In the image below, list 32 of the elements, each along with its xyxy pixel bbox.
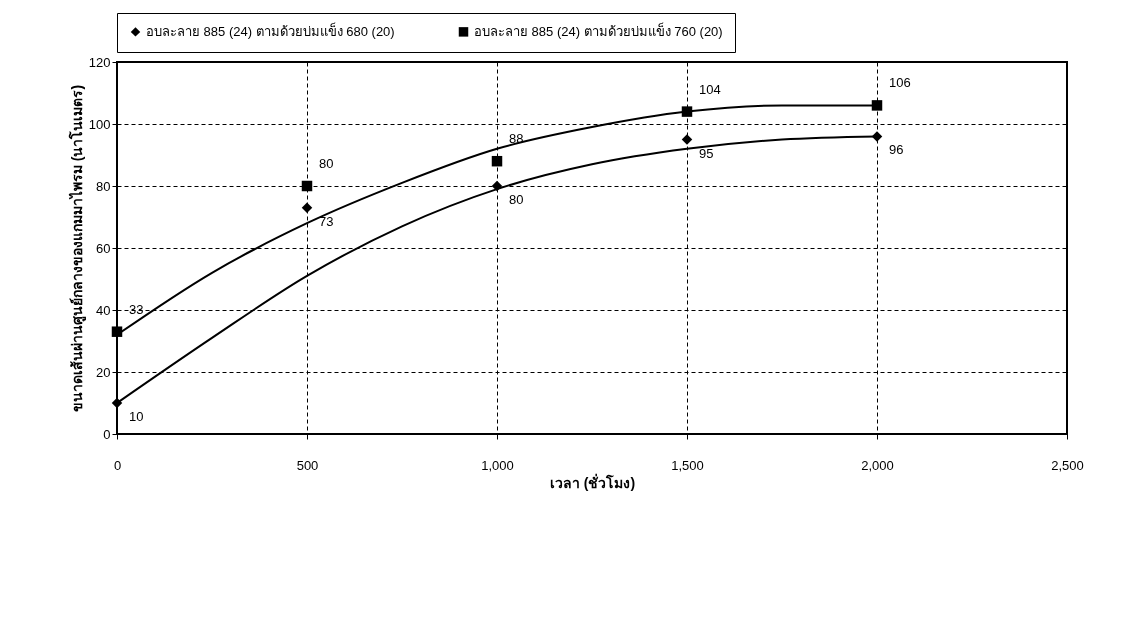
x-tick-label: 0 — [113, 457, 122, 473]
y-tick-label: 60 — [96, 240, 111, 256]
x-tick-label: 1,000 — [481, 457, 514, 473]
x-tick-label: 2,500 — [1051, 457, 1084, 473]
y-axis-title: ขนาดเส้นผ่านศูนย์กลางของแกมมาไพรม (นาโนเมตร) — [67, 84, 86, 413]
data-label: 95 — [699, 145, 714, 161]
y-tick-label: 80 — [96, 178, 111, 194]
point — [681, 134, 693, 145]
x-tick-label: 500 — [296, 457, 319, 473]
data-label: 104 — [699, 81, 721, 97]
y-tick-label: 120 — [88, 54, 111, 70]
data-label: 80 — [509, 192, 524, 207]
data-label: 96 — [889, 142, 904, 158]
point — [111, 397, 123, 409]
data-label: 73 — [319, 213, 334, 229]
y-tick-label: 20 — [96, 364, 111, 380]
x-tick-label: 1,500 — [671, 457, 704, 473]
point — [871, 100, 883, 111]
data-label: 10 — [129, 409, 144, 424]
y-tick-label: 40 — [96, 302, 111, 318]
y-tick-label: 0 — [103, 426, 111, 442]
point — [491, 155, 503, 167]
y-tick-label: 100 — [88, 116, 111, 132]
point — [301, 202, 313, 213]
legend-label: อบละลาย 885 (24) ตามด้วยบ่มแข็ง 760 (20) — [474, 21, 723, 39]
x-axis-title: เวลา (ชั่วโมง) — [549, 472, 636, 491]
point — [301, 180, 313, 192]
x-tick-label: 2,000 — [861, 457, 894, 473]
point — [491, 180, 503, 192]
legend-label: อบละลาย 885 (24) ตามด้วยบ่มแข็ง 680 (20) — [146, 21, 395, 39]
data-label: 106 — [889, 75, 911, 91]
data-label: 80 — [319, 156, 334, 171]
